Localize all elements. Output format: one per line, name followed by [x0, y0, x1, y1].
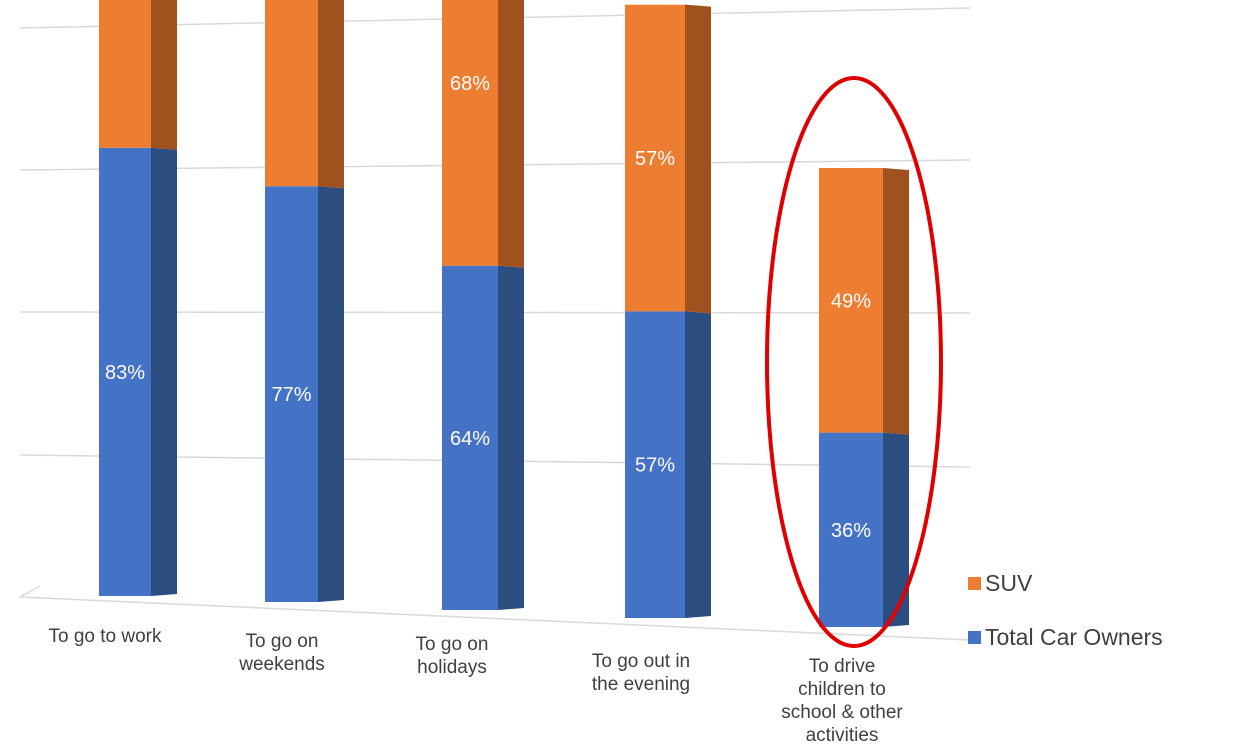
legend-label-suv: SUV — [985, 569, 1033, 596]
bar-suv — [99, 0, 151, 148]
data-label-suv: 49% — [831, 290, 871, 312]
bar-side-suv — [318, 0, 344, 189]
bar-total-car-owners — [265, 186, 318, 602]
bar-total-car-owners — [819, 432, 883, 627]
category-label-line: activities — [805, 725, 879, 746]
category-label-line: To go to work — [48, 626, 162, 647]
category-label-line: children to — [798, 679, 886, 700]
category-label-line: school & other — [781, 702, 903, 723]
highlight-ellipse — [765, 76, 943, 648]
bar-side-total-car-owners — [318, 186, 344, 602]
bar-side-total-car-owners — [685, 311, 711, 618]
bar-side-total-car-owners — [498, 265, 524, 610]
category-label-line: weekends — [239, 654, 325, 675]
category-label: To go on weekends — [182, 630, 382, 676]
data-label-total-car-owners: 64% — [450, 428, 490, 450]
bar-suv — [265, 0, 318, 187]
data-label-total-car-owners: 77% — [271, 384, 311, 406]
data-label-total-car-owners: 57% — [635, 455, 675, 477]
data-label-suv: 68% — [450, 73, 490, 95]
category-label-line: To drive — [808, 656, 876, 677]
category-label: To drive children to school & other activit… — [742, 655, 942, 747]
bar-side-total-car-owners — [883, 432, 909, 627]
legend-swatch-total-car-owners — [968, 630, 981, 644]
legend-label-total-car-owners: Total Car Owners — [985, 623, 1163, 650]
gridline — [19, 596, 971, 641]
bar-suv — [819, 168, 883, 433]
data-label-suv: 57% — [635, 148, 675, 170]
bar-suv — [442, 0, 498, 266]
category-label-line: holidays — [417, 657, 487, 678]
bar-total-car-owners — [99, 147, 151, 597]
highlight-ellipse-shape — [765, 76, 943, 648]
bars — [99, 0, 909, 627]
category-label: To go on holidays — [352, 633, 552, 679]
category-label-line: To go out in — [591, 651, 691, 672]
bar-side-total-car-owners — [151, 147, 177, 597]
floor-edge — [19, 585, 41, 598]
category-label: To go out in the evening — [541, 650, 741, 696]
category-label: To go to work — [5, 625, 205, 648]
category-label-line: To go on — [245, 631, 319, 652]
data-label-total-car-owners: 83% — [105, 362, 145, 384]
bar-total-car-owners — [442, 265, 498, 610]
bar-suv — [625, 4, 685, 312]
bar-side-suv — [498, 0, 524, 268]
category-label-line: the evening — [591, 674, 691, 695]
bar-side-suv — [883, 168, 909, 435]
category-label-line: To go on — [415, 634, 489, 655]
bar-side-suv — [685, 4, 711, 314]
bar-total-car-owners — [625, 311, 685, 618]
data-label-total-car-owners: 36% — [831, 520, 871, 542]
legend-item-total-car-owners: Total Car Owners — [968, 623, 1163, 651]
bar-side-suv — [151, 0, 177, 150]
legend-item-suv: SUV — [968, 569, 1032, 597]
data-labels: 83%85%77%81%64%68%57%57%36%49% — [105, 73, 871, 542]
legend-swatch-suv — [968, 576, 981, 590]
